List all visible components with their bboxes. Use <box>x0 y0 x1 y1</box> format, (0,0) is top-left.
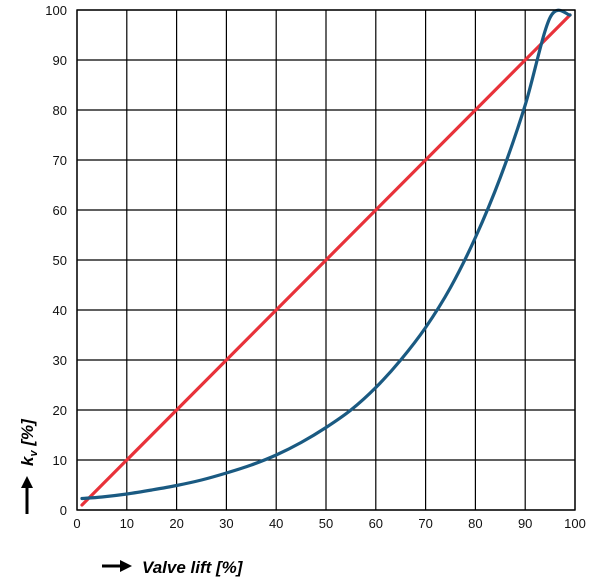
x-tick-label: 40 <box>269 516 283 531</box>
x-tick-label: 30 <box>219 516 233 531</box>
y-tick-label: 30 <box>53 353 67 368</box>
y-tick-label: 70 <box>53 153 67 168</box>
tick-labels: 0 10 20 30 40 50 60 70 80 90 100 0 10 20 30 40 50 60 70 80 9… <box>45 3 586 531</box>
y-tick-label: 80 <box>53 103 67 118</box>
y-axis-label-suffix: [%] <box>18 418 37 451</box>
plot-frame <box>76 9 576 511</box>
series-line-linear <box>80 13 572 507</box>
y-axis-label: kv [%] <box>18 418 40 466</box>
x-tick-label: 70 <box>418 516 432 531</box>
y-tick-label: 20 <box>53 403 67 418</box>
x-tick-label: 100 <box>564 516 586 531</box>
y-tick-label: 50 <box>53 253 67 268</box>
y-tick-label: 0 <box>60 503 67 518</box>
x-tick-label: 0 <box>73 516 80 531</box>
y-tick-label: 90 <box>53 53 67 68</box>
x-tick-label: 50 <box>319 516 333 531</box>
series-line-equal-percentage <box>80 8 572 501</box>
y-axis-label-subscript: v <box>28 450 40 457</box>
x-tick-label: 90 <box>518 516 532 531</box>
x-tick-label: 10 <box>120 516 134 531</box>
x-tick-label: 20 <box>169 516 183 531</box>
x-tick-label: 80 <box>468 516 482 531</box>
x-axis-label: Valve lift [%] <box>142 558 244 577</box>
x-axis-arrow-head <box>120 560 132 572</box>
y-tick-label: 60 <box>53 203 67 218</box>
y-tick-label: 40 <box>53 303 67 318</box>
y-tick-label: 100 <box>45 3 67 18</box>
y-axis-label-main: k <box>18 455 37 466</box>
y-tick-label: 10 <box>53 453 67 468</box>
x-axis-label-group: Valve lift [%] <box>102 558 244 577</box>
y-axis-arrow-head <box>21 476 33 488</box>
series-layer <box>80 8 572 507</box>
x-tick-label: 60 <box>369 516 383 531</box>
y-axis-label-group: kv [%] <box>18 418 40 514</box>
